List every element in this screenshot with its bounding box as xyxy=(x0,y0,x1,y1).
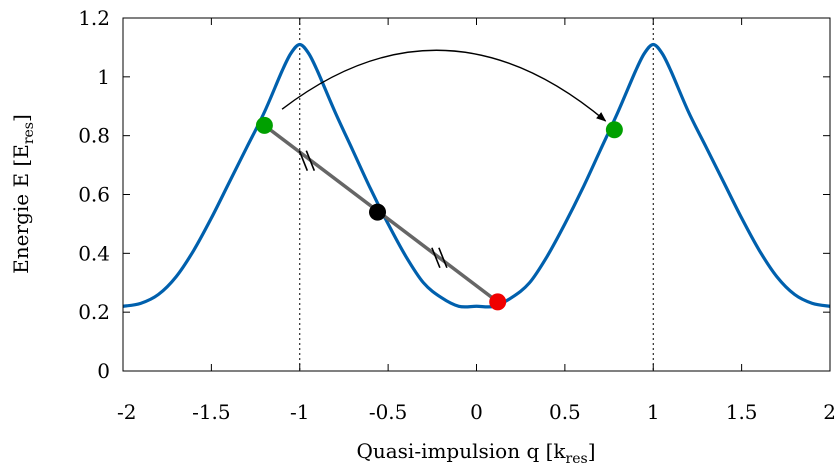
y-axis-label: Energie E [Eres] xyxy=(9,114,37,274)
y-tick-label-6: 1.2 xyxy=(78,6,110,30)
energy-band xyxy=(122,42,831,309)
y-tick-label-4: 0.8 xyxy=(78,124,110,148)
x-tick-label-7: 1.5 xyxy=(726,400,758,424)
band-line xyxy=(122,42,831,309)
x-tick-label-1: -1.5 xyxy=(192,400,231,424)
x-tick-label-5: 0.5 xyxy=(549,400,581,424)
y-tick-label-2: 0.4 xyxy=(78,241,110,265)
state-point-2 xyxy=(489,293,507,311)
x-tick-label-8: 2 xyxy=(823,400,836,424)
y-tick-label-0: 0 xyxy=(97,359,110,383)
umklapp-arrow-path xyxy=(281,49,607,122)
state-point-0 xyxy=(255,116,273,134)
break-mark-0 xyxy=(298,150,316,171)
x-axis-label: Quasi-impulsion q [kres] xyxy=(356,439,595,467)
y-tick-label-3: 0.6 xyxy=(78,183,110,207)
y-tick-label-5: 1 xyxy=(97,65,110,89)
x-tick-label-2: -1 xyxy=(290,400,309,424)
x-tick-label-4: 0 xyxy=(470,400,483,424)
axis-ticks: -2 -1.5 -1 -0.5 0 0.5 1 1.5 2 0 0.2 0.4 0.6 0.8 1 1.2 xyxy=(78,6,836,424)
y-tick-label-1: 0.2 xyxy=(78,300,110,324)
umklapp-arrow xyxy=(281,49,607,122)
break-mark-1 xyxy=(431,247,448,269)
state-points xyxy=(255,116,623,311)
state-point-3 xyxy=(605,121,623,139)
x-tick-label-0: -2 xyxy=(117,400,136,424)
x-tick-label-3: -0.5 xyxy=(369,400,408,424)
state-point-1 xyxy=(369,203,387,221)
brillouin-zone-boundaries xyxy=(299,18,654,371)
plot-frame xyxy=(122,17,831,372)
x-tick-label-6: 1 xyxy=(647,400,660,424)
